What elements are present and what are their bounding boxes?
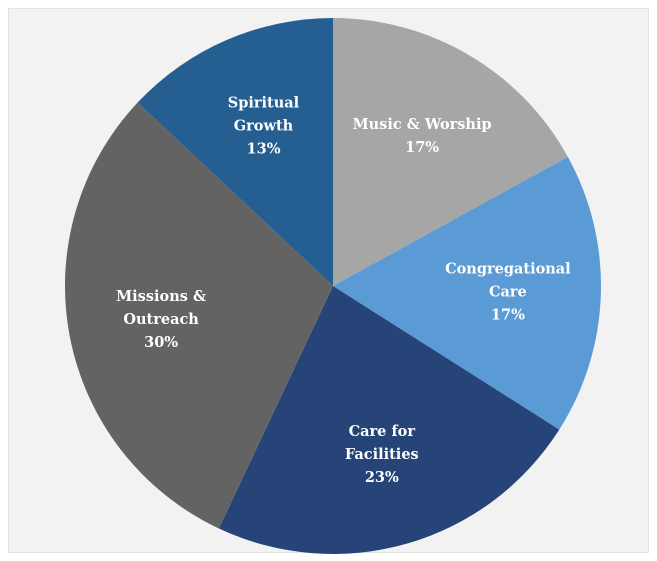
pie-slice-category: Growth bbox=[234, 117, 294, 134]
pie-slice-category: Spiritual bbox=[228, 94, 300, 111]
pie-slices bbox=[65, 18, 601, 554]
pie-slice-category: Missions & bbox=[116, 288, 206, 305]
pie-slice-3 bbox=[65, 102, 333, 529]
pie-slice-4 bbox=[137, 18, 333, 286]
pie-labels: Music & Worship 17%Congregational Care 17%C… bbox=[116, 94, 571, 486]
pie-slice-category: Care for bbox=[349, 423, 416, 440]
pie-slice-0 bbox=[333, 18, 568, 286]
pie-slice-label-1: Congregational Care 17% bbox=[445, 261, 571, 324]
pie-slice-label-0: Music & Worship 17% bbox=[353, 116, 492, 156]
pie-slice-percent: 13% bbox=[247, 140, 281, 157]
pie-slice-percent: 23% bbox=[365, 469, 399, 486]
pie-slice-category: Outreach bbox=[123, 311, 199, 328]
pie-slice-category: Music & Worship bbox=[353, 116, 492, 133]
pie-slice-percent: 17% bbox=[491, 307, 525, 324]
pie-slice-2 bbox=[218, 286, 560, 554]
pie-slice-label-4: Spiritual Growth 13% bbox=[228, 94, 300, 157]
pie-slice-percent: 30% bbox=[144, 334, 178, 351]
pie-slice-category: Care bbox=[489, 284, 527, 301]
pie-slice-1 bbox=[333, 156, 601, 430]
pie-slice-category: Facilities bbox=[345, 446, 419, 463]
pie-slice-label-3: Missions & Outreach 30% bbox=[116, 288, 206, 351]
pie-slice-percent: 17% bbox=[405, 139, 439, 156]
pie-slice-label-2: Care for Facilities 23% bbox=[345, 423, 419, 486]
pie-slice-category: Congregational bbox=[445, 261, 571, 278]
